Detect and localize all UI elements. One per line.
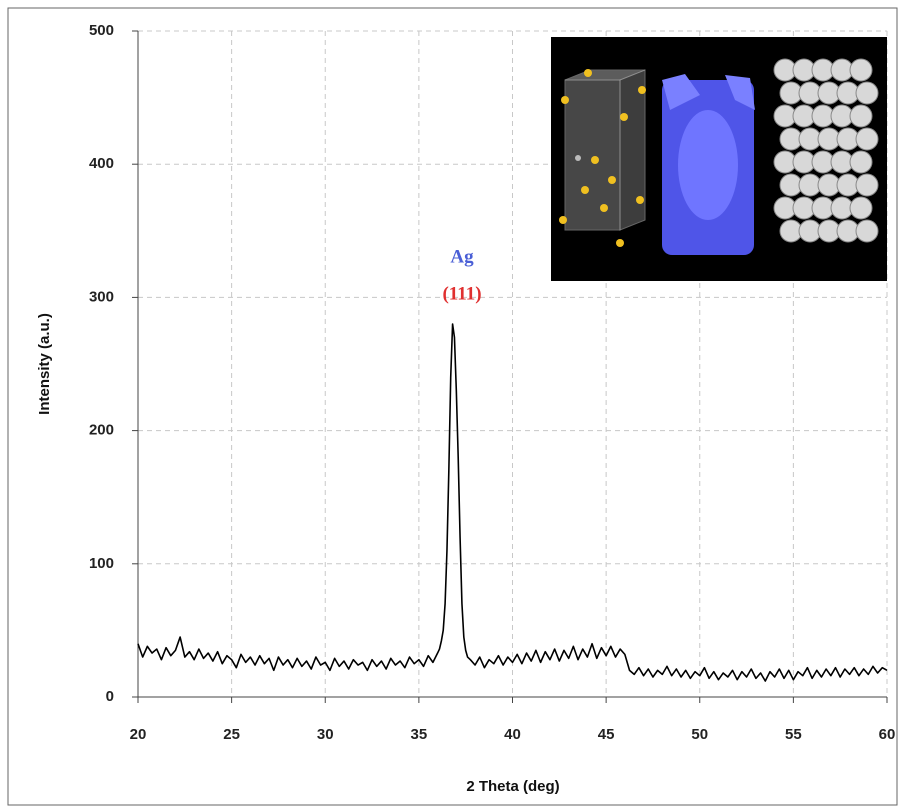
- y-tick-label: 400: [89, 155, 114, 172]
- annotation: Ag: [450, 246, 474, 267]
- inset-image: [551, 37, 887, 281]
- plot: 0 100 200 300 400 500 20 25 30 35 40 45 50 55 60: [89, 22, 895, 743]
- x-tick-label: 20: [130, 726, 147, 743]
- y-tick-label: 200: [89, 422, 114, 439]
- x-tick-label: 50: [691, 726, 708, 743]
- y-tick-label: 100: [89, 555, 114, 572]
- x-tick-label: 60: [879, 726, 896, 743]
- y-tick-label: 500: [89, 22, 114, 39]
- x-tick-label: 55: [785, 726, 802, 743]
- x-tick-label: 40: [504, 726, 521, 743]
- y-tick-label: 300: [89, 288, 114, 305]
- x-tick-label: 30: [317, 726, 334, 743]
- x-tick-label: 25: [223, 726, 240, 743]
- x-axis-label: 2 Theta (deg): [466, 778, 559, 795]
- x-tick-label: 35: [411, 726, 428, 743]
- data-line: [137, 323, 888, 682]
- annotation: (111): [442, 283, 481, 304]
- x-tick-label: 45: [598, 726, 615, 743]
- y-tick-label: 0: [106, 688, 114, 705]
- y-axis-label: Intensity (a.u.): [36, 313, 53, 415]
